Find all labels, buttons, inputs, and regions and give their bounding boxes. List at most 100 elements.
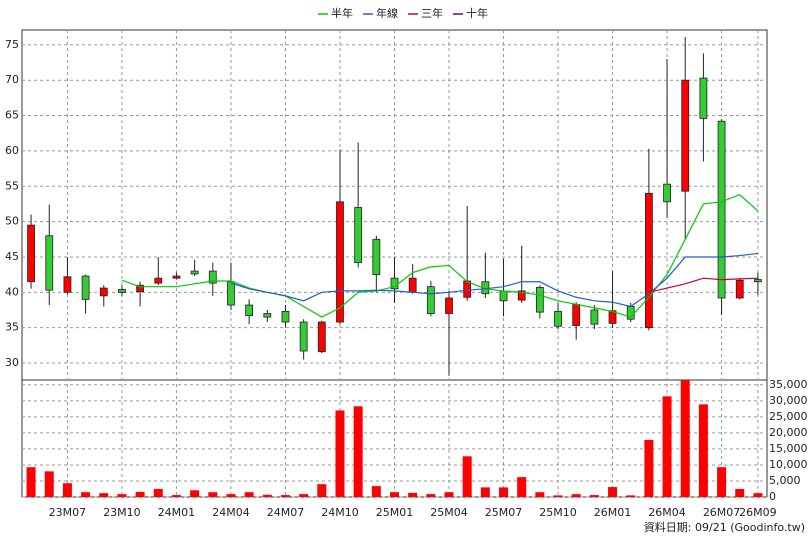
- y-tick-label: 60: [5, 144, 19, 157]
- x-tick-label: 25M07: [485, 506, 523, 519]
- candle-body: [118, 289, 126, 293]
- y-tick-label: 40: [5, 285, 19, 298]
- ma-line: [121, 194, 759, 318]
- candle-body: [717, 120, 726, 299]
- candle-body: [663, 183, 671, 203]
- volume-bar: [153, 488, 163, 497]
- candle-body: [99, 287, 108, 297]
- candle-body: [445, 297, 453, 314]
- x-tick-label: 25M04: [430, 506, 468, 519]
- volume-bar: [735, 488, 745, 497]
- x-tick-label: 24M01: [158, 506, 196, 519]
- volume-bar: [135, 491, 145, 497]
- candle-body: [608, 310, 617, 324]
- candle-body: [754, 279, 762, 283]
- y-tick-label: 35,000: [769, 378, 808, 391]
- x-tick-label: 24M07: [267, 506, 305, 519]
- y-tick-label: 50: [5, 215, 19, 228]
- ma-line: [230, 252, 758, 308]
- ma-line: [648, 277, 758, 293]
- candle-body: [735, 279, 744, 299]
- y-tick-label: 30: [5, 356, 19, 369]
- volume-bar: [390, 492, 399, 497]
- volume-bar: [462, 456, 472, 497]
- y-tick-label: 0: [769, 490, 776, 503]
- candle-body: [354, 207, 363, 264]
- footnote: 資料日期: 09/21 (Goodinfo.tw): [644, 520, 805, 534]
- x-tick-label: 26M07: [703, 506, 741, 519]
- candle-body: [426, 286, 435, 314]
- x-tick-label: 24M10: [321, 506, 359, 519]
- volume-bar: [408, 492, 418, 497]
- x-tick-label: 23M10: [103, 506, 141, 519]
- x-tick-label: 26M01: [594, 506, 632, 519]
- y-tick-label: 15,000: [769, 442, 808, 455]
- candle-body: [63, 276, 72, 293]
- candle-body: [463, 280, 472, 298]
- volume-bar: [81, 492, 91, 497]
- candle-body: [699, 77, 708, 119]
- candle-body: [299, 321, 308, 352]
- candle-body: [517, 290, 526, 301]
- volume-bar: [626, 495, 636, 497]
- volume-bar: [226, 494, 236, 497]
- x-tick-label: 25M01: [376, 506, 414, 519]
- candle-body: [408, 277, 417, 293]
- volume-bar: [499, 487, 509, 497]
- volume-bar: [208, 492, 218, 497]
- candle-body: [554, 311, 562, 327]
- legend-label: 三年: [421, 6, 443, 20]
- volume-bar: [62, 483, 72, 497]
- y-tick-label: 25,000: [769, 410, 808, 423]
- candle-body: [136, 284, 145, 293]
- volume-bar: [26, 467, 36, 497]
- volume-bar: [262, 494, 272, 497]
- volume-bar: [280, 495, 290, 497]
- x-tick-label: 26M04: [648, 506, 686, 519]
- y-tick-label: 55: [5, 179, 19, 192]
- volume-bar: [535, 492, 545, 497]
- volume-bar: [335, 410, 345, 497]
- volume-bar: [553, 495, 563, 497]
- volume-bar: [299, 494, 309, 497]
- volume-bar: [662, 396, 672, 497]
- volume-bar: [571, 494, 581, 497]
- candle-body: [245, 304, 254, 317]
- y-tick-label: 35: [5, 321, 19, 334]
- candle-body: [81, 275, 90, 300]
- candle-body: [372, 238, 381, 276]
- y-tick-label: 5,000: [769, 474, 801, 487]
- volume-bar: [117, 494, 127, 497]
- candle-body: [227, 281, 235, 306]
- candle-body: [263, 313, 272, 318]
- candle-body: [154, 277, 163, 284]
- candle-body: [572, 303, 581, 326]
- y-tick-label: 30,000: [769, 394, 808, 407]
- legend-label: 半年: [331, 6, 353, 20]
- y-tick-label: 10,000: [769, 458, 808, 471]
- y-tick-label: 75: [5, 38, 19, 51]
- volume-bar: [717, 467, 727, 497]
- volume-bar: [244, 492, 254, 497]
- volume-bar: [517, 477, 527, 497]
- candle-body: [681, 79, 690, 192]
- legend-label: 年線: [376, 6, 398, 20]
- candle-body: [499, 290, 508, 302]
- volume-bar: [698, 404, 708, 497]
- volume-bar: [480, 487, 490, 497]
- x-tick-label: 25M10: [539, 506, 577, 519]
- volume-bar: [190, 490, 200, 497]
- volume-bar: [426, 494, 436, 497]
- candle-body: [336, 201, 344, 323]
- candle-body: [208, 270, 217, 284]
- volume-bar: [44, 471, 54, 497]
- candle-body: [590, 309, 599, 325]
- y-tick-label: 45: [5, 250, 19, 263]
- volume-bar: [680, 380, 690, 497]
- y-tick-label: 70: [5, 73, 19, 86]
- volume-bar: [444, 492, 454, 497]
- volume-bar: [753, 493, 763, 497]
- volume-bar: [644, 439, 654, 497]
- volume-bar: [317, 484, 327, 497]
